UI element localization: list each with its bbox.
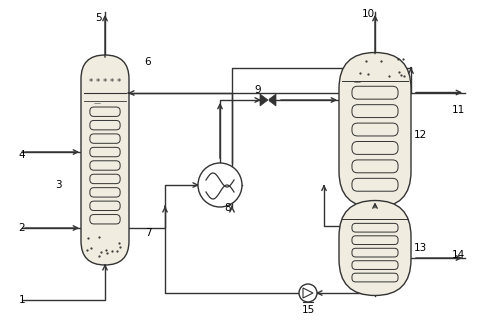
FancyBboxPatch shape	[352, 248, 398, 257]
FancyBboxPatch shape	[90, 161, 120, 170]
Circle shape	[198, 163, 242, 207]
FancyBboxPatch shape	[90, 188, 120, 197]
Text: 15: 15	[301, 305, 314, 315]
FancyBboxPatch shape	[352, 178, 398, 191]
FancyBboxPatch shape	[90, 120, 120, 130]
Text: 4: 4	[19, 150, 25, 160]
FancyBboxPatch shape	[352, 223, 398, 232]
Circle shape	[299, 284, 317, 302]
Text: 5: 5	[95, 13, 101, 23]
FancyBboxPatch shape	[90, 201, 120, 211]
Text: *: *	[96, 77, 100, 86]
FancyBboxPatch shape	[90, 214, 120, 224]
FancyBboxPatch shape	[352, 86, 398, 99]
FancyBboxPatch shape	[339, 201, 411, 295]
Text: 3: 3	[55, 180, 61, 190]
FancyBboxPatch shape	[352, 105, 398, 117]
FancyBboxPatch shape	[339, 52, 411, 207]
Text: 6: 6	[144, 57, 151, 67]
FancyBboxPatch shape	[352, 273, 398, 282]
Text: 2: 2	[19, 223, 25, 233]
Text: 8: 8	[225, 203, 231, 213]
FancyBboxPatch shape	[90, 147, 120, 157]
Text: —: —	[94, 100, 100, 106]
Polygon shape	[268, 94, 276, 106]
Text: 1: 1	[19, 295, 25, 305]
Text: 12: 12	[413, 130, 427, 140]
Text: 14: 14	[451, 250, 465, 260]
Text: 11: 11	[451, 105, 465, 115]
Text: *: *	[110, 77, 114, 86]
FancyBboxPatch shape	[90, 107, 120, 116]
Text: 7: 7	[144, 228, 151, 238]
FancyBboxPatch shape	[90, 134, 120, 143]
Polygon shape	[260, 94, 268, 106]
Text: *: *	[89, 77, 93, 86]
Text: 9: 9	[255, 85, 261, 95]
Text: —: —	[353, 79, 360, 85]
FancyBboxPatch shape	[352, 236, 398, 244]
FancyBboxPatch shape	[90, 174, 120, 184]
Text: *: *	[103, 77, 107, 86]
FancyBboxPatch shape	[352, 261, 398, 269]
Text: 13: 13	[413, 243, 427, 253]
Text: —: —	[353, 217, 360, 222]
FancyBboxPatch shape	[352, 160, 398, 173]
Text: 10: 10	[361, 9, 374, 19]
FancyBboxPatch shape	[352, 123, 398, 136]
Text: *: *	[117, 77, 121, 86]
FancyBboxPatch shape	[352, 141, 398, 154]
FancyBboxPatch shape	[81, 55, 129, 265]
